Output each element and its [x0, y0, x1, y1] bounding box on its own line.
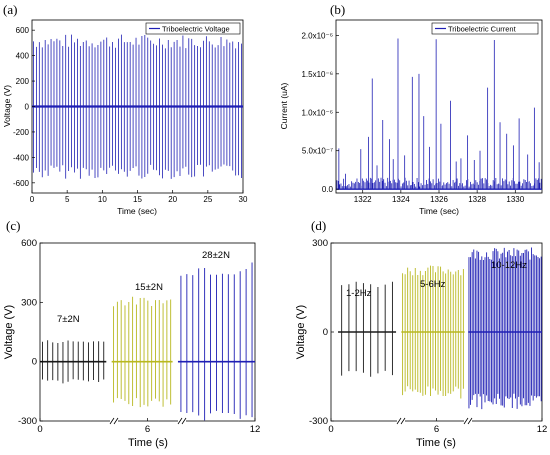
panel-b-y-label: Current (uA): [279, 82, 289, 129]
y-tick-label: 300: [312, 238, 328, 249]
panel-d-data: [338, 247, 542, 410]
x-tick-label: 12: [537, 424, 548, 435]
panel-c-segment-2-spikes: [113, 296, 172, 408]
y-tick-label: -300: [309, 416, 328, 427]
y-tick-label: -200: [13, 128, 30, 137]
panel-a-legend-box: [145, 22, 241, 35]
panel-a-y-label: Voltage (V): [2, 85, 12, 127]
y-tick-label: 1.5x10⁻⁶: [301, 70, 333, 79]
y-tick-label: 200: [16, 77, 30, 86]
x-tick-label: 0: [328, 424, 333, 435]
panel-c-annotation-2: 15±2N: [135, 282, 163, 293]
panel-c-annotation-3: 28±2N: [202, 250, 230, 261]
x-tick-label: 0: [30, 195, 35, 204]
panel-d-x-label: Time (s): [416, 437, 456, 449]
panel-b-legend-box: [431, 22, 539, 35]
y-tick-label: 0: [32, 357, 37, 368]
panel-d-axis-break-1b: [400, 417, 406, 425]
panel-c-x-label: Time (s): [128, 437, 168, 449]
panel-c-x-ticks: 0 6 12: [37, 418, 260, 435]
panel-a-x-label: Time (sec): [117, 206, 157, 216]
panel-c-data: [40, 262, 255, 421]
panel-b-y-ticks: 0.0 5.0x10⁻⁷ 1.0x10⁻⁶ 1.5x10⁻⁶ 2.0x10⁻⁶: [301, 31, 339, 194]
panel-d-segment-3-spikes: [468, 247, 542, 410]
panel-d-axis-break-2a: [463, 417, 469, 425]
x-tick-label: 1328: [468, 195, 486, 204]
panel-b: (b) 0.05.0x10⁻⁷1.0x10⁻⁶1.5x10⁻⁶2.0x10⁻⁶ …: [279, 2, 543, 216]
panel-b-x-label: Time (sec): [419, 206, 459, 216]
y-tick-label: -300: [18, 416, 37, 427]
panel-c-letter: (c): [6, 218, 20, 233]
x-tick-label: 1322: [354, 195, 372, 204]
panel-d-y-ticks: 300 0 -300: [309, 238, 334, 427]
panel-a-legend-label: Triboelectric Voltage: [162, 25, 230, 34]
y-tick-label: 0: [323, 327, 328, 338]
x-tick-label: 1326: [430, 195, 448, 204]
y-tick-label: 5.0x10⁻⁷: [302, 147, 333, 156]
x-tick-label: 20: [168, 195, 177, 204]
panel-a-y-ticks: 600 400 200 0 -200 -400 -600: [13, 26, 35, 188]
panel-d-y-label: Voltage (V): [295, 305, 307, 359]
y-tick-label: 600: [16, 26, 30, 35]
panel-b-data: [336, 38, 542, 190]
panel-a-letter: (a): [3, 2, 17, 17]
panel-d-axis-break-2b: [467, 417, 473, 425]
panel-c-axis-break-2-mask: [178, 417, 186, 425]
x-tick-label: 25: [203, 195, 212, 204]
panel-b-legend-label: Triboelectric Current: [448, 25, 517, 34]
panel-d-segment-1-spikes: [341, 281, 393, 377]
x-tick-label: 15: [133, 195, 142, 204]
x-tick-label: 6: [434, 424, 439, 435]
panel-c-segment-3-spikes: [180, 262, 253, 421]
panel-b-current-series: [336, 38, 542, 190]
y-tick-label: 0: [25, 103, 30, 112]
y-tick-label: -400: [13, 153, 30, 162]
panel-c-axis-breaks: [109, 417, 187, 425]
panel-d-annotation-3: 10-12Hz: [491, 260, 527, 271]
x-tick-label: 1324: [392, 195, 410, 204]
y-tick-label: 300: [21, 297, 37, 308]
x-tick-label: 12: [250, 424, 261, 435]
y-tick-label: -600: [13, 179, 30, 188]
panel-a-legend: Triboelectric Voltage: [145, 22, 241, 35]
panel-c-axis-break-1-mask: [110, 417, 118, 425]
panel-d-axis-break-1a: [396, 417, 402, 425]
y-tick-label: 600: [21, 238, 37, 249]
y-tick-label: 400: [16, 52, 30, 61]
x-tick-label: 5: [65, 195, 70, 204]
x-tick-label: 6: [145, 424, 150, 435]
panel-a-data: [32, 34, 243, 179]
panel-c-annotation-1: 7±2N: [57, 314, 80, 325]
panel-b-legend: Triboelectric Current: [431, 22, 539, 35]
panel-b-letter: (b): [330, 2, 345, 17]
panel-b-plot-frame: [335, 19, 543, 194]
panel-d-x-ticks: 0 6 12: [328, 418, 547, 435]
panel-c-y-ticks: 600 300 0 -300: [18, 238, 43, 427]
panel-c-axis-break-2a: [177, 417, 183, 425]
panel-a-x-ticks: 0 5 10 15 20 25 30: [30, 190, 248, 204]
panel-d-axis-break-2-mask: [464, 417, 472, 425]
panel-b-x-ticks: 1322 1324 1326 1328 1330: [354, 190, 525, 204]
x-tick-label: 1330: [506, 195, 524, 204]
panel-c-axis-break-1b: [113, 417, 119, 425]
panel-d-axis-breaks: [396, 417, 473, 425]
y-tick-label: 2.0x10⁻⁶: [301, 31, 333, 40]
x-tick-label: 30: [239, 195, 248, 204]
y-tick-label: 0.0: [322, 185, 334, 194]
y-tick-label: 1.0x10⁻⁶: [301, 108, 333, 117]
panel-d-letter: (d): [311, 218, 326, 233]
panel-c-y-label: Voltage (V): [3, 305, 15, 359]
x-tick-label: 0: [37, 424, 42, 435]
panel-d-annotation-2: 5-6Hz: [420, 279, 446, 290]
panel-c-axis-break-1a: [109, 417, 115, 425]
panel-d-annotation-1: 1-2Hz: [346, 288, 372, 299]
x-tick-label: 10: [98, 195, 107, 204]
panel-d-axis-break-1-mask: [397, 417, 405, 425]
panel-c-axis-break-2b: [181, 417, 187, 425]
